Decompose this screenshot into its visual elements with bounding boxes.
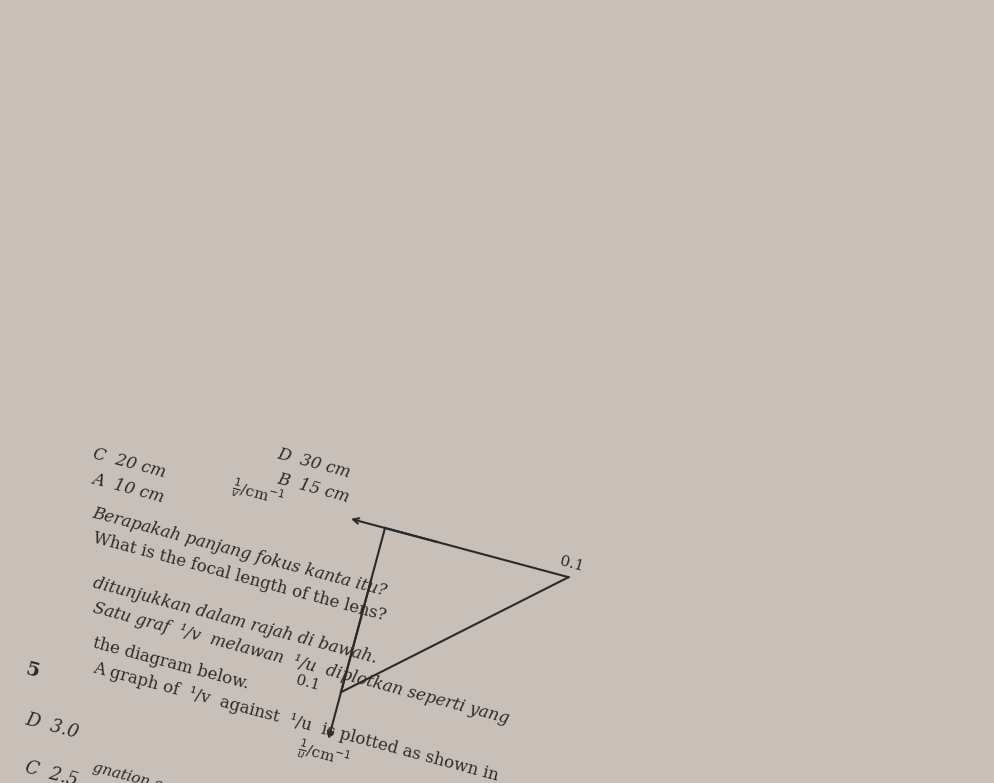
Text: Satu graf  ¹/v  melawan  ¹/u  diplotkan seperti yang: Satu graf ¹/v melawan ¹/u diplotkan sepe… <box>90 600 511 727</box>
Text: 5: 5 <box>23 660 41 681</box>
Text: What is the focal length of the lens?: What is the focal length of the lens? <box>90 530 388 625</box>
Text: gnation s: gnation s <box>91 760 164 783</box>
Text: 0.1: 0.1 <box>294 673 321 693</box>
Text: D  3.0: D 3.0 <box>23 710 81 742</box>
Text: ditunjukkan dalam rajah di bawah.: ditunjukkan dalam rajah di bawah. <box>90 575 379 667</box>
Text: A  10 cm: A 10 cm <box>90 470 166 506</box>
Text: the diagram below.: the diagram below. <box>90 635 250 693</box>
Text: C  2.5: C 2.5 <box>23 758 81 783</box>
Text: Berapakah panjang fokus kanta itu?: Berapakah panjang fokus kanta itu? <box>90 505 389 600</box>
Text: A graph of  ¹/v  against  ¹/u  is plotted as shown in: A graph of ¹/v against ¹/u is plotted as… <box>90 660 500 783</box>
Text: C  20 cm: C 20 cm <box>90 445 167 481</box>
Text: D  30 cm: D 30 cm <box>275 445 353 481</box>
Text: 0.1: 0.1 <box>559 554 585 574</box>
Text: $\frac{1}{u}$/cm$^{-1}$: $\frac{1}{u}$/cm$^{-1}$ <box>295 737 353 773</box>
Text: $\frac{1}{v}$/cm$^{-1}$: $\frac{1}{v}$/cm$^{-1}$ <box>230 476 287 512</box>
Text: B  15 cm: B 15 cm <box>275 470 352 506</box>
